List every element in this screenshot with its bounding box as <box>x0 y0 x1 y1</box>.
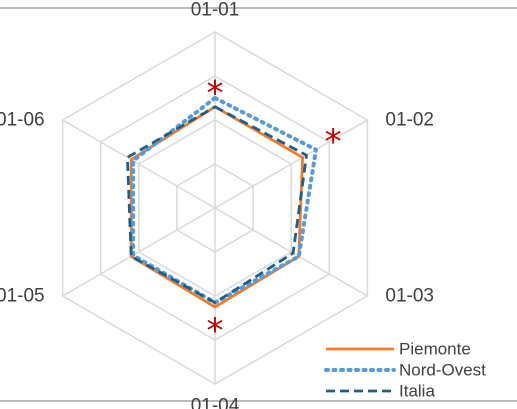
legend-label-nord-ovest: Nord-Ovest <box>399 361 486 380</box>
significance-markers: * * * <box>207 73 342 351</box>
axis-label-01-06: 01-06 <box>0 110 45 131</box>
legend-label-italia: Italia <box>399 382 435 401</box>
series-layer <box>126 96 318 309</box>
axis-label-01-05: 01-05 <box>0 286 45 307</box>
spoke-01-02 <box>214 119 368 209</box>
axis-labels: 01-01 01-02 01-03 01-04 01-05 01-06 <box>0 0 434 409</box>
significance-marker-01-01: * <box>207 73 224 113</box>
series-piemonte <box>129 105 305 309</box>
axis-label-01-04: 01-04 <box>191 396 240 409</box>
significance-marker-01-02: * <box>325 122 342 162</box>
series-italia <box>126 105 308 305</box>
axis-label-01-03: 01-03 <box>385 286 434 307</box>
legend: Piemonte Nord-Ovest Italia <box>324 340 486 401</box>
axis-label-01-02: 01-02 <box>385 110 434 131</box>
significance-marker-01-04: * <box>207 311 224 351</box>
grid <box>61 31 369 385</box>
axis-label-01-01: 01-01 <box>191 0 240 21</box>
spoke-01-05 <box>62 207 216 297</box>
spoke-01-06 <box>62 119 216 209</box>
legend-label-piemonte: Piemonte <box>399 340 471 359</box>
spoke-01-03 <box>214 207 368 297</box>
